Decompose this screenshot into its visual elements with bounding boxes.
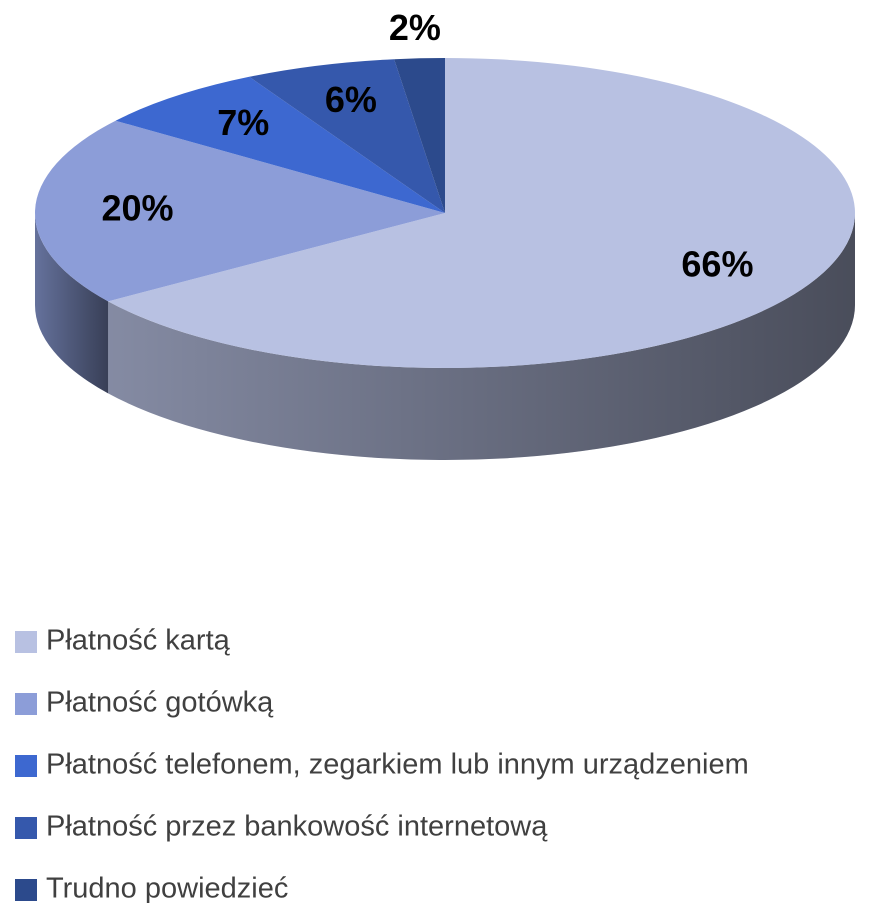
pie-tops	[34, 58, 856, 368]
value-label: 20%	[102, 188, 174, 229]
legend-swatch	[15, 817, 37, 839]
slice-side-shade	[35, 213, 109, 394]
legend-swatch	[15, 631, 37, 653]
legend-label: Płatność telefonem, zegarkiem lub innym …	[46, 749, 749, 781]
value-label: 7%	[217, 102, 269, 143]
legend-label: Płatność gotówką	[46, 687, 274, 719]
slice-side-shade	[108, 213, 856, 461]
slice	[108, 58, 856, 368]
legend-label: Płatność przez bankowość internetową	[46, 811, 548, 843]
legend-label: Płatność kartą	[46, 625, 231, 657]
value-label: 2%	[389, 7, 441, 48]
legend-swatch	[15, 755, 37, 777]
pie-sides	[35, 213, 856, 461]
legend-label: Trudno powiedzieć	[46, 873, 288, 903]
legend-swatch	[15, 693, 37, 715]
value-labels: 66% 20% 7% 6% 2%	[102, 7, 754, 284]
slice	[115, 76, 445, 213]
value-label: 6%	[325, 79, 377, 120]
legend-swatch	[15, 879, 37, 901]
slice	[249, 59, 445, 214]
legend: Płatność kartą Płatność gotówką Płatność t…	[15, 625, 749, 903]
slice	[394, 58, 445, 213]
slice	[34, 120, 446, 302]
value-label: 66%	[681, 243, 753, 284]
